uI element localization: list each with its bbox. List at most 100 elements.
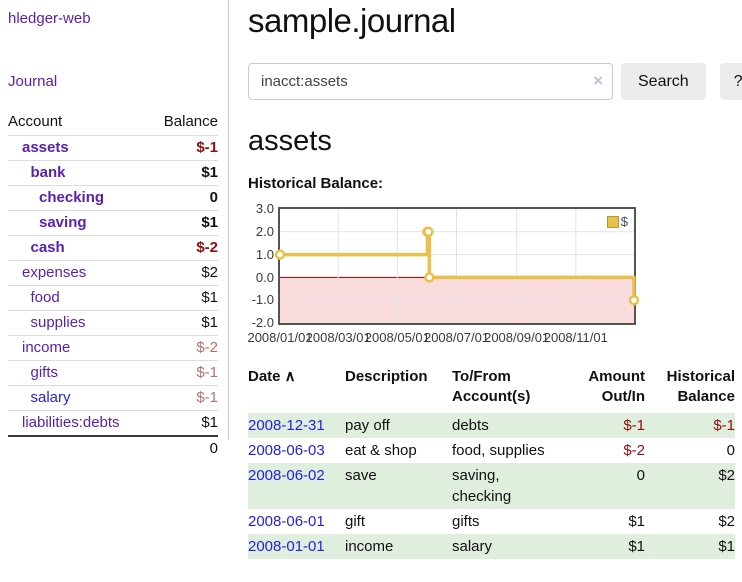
account-link[interactable]: cash xyxy=(30,239,65,256)
account-balance: $1 xyxy=(149,160,218,186)
transaction-date-link[interactable]: 2008-06-03 xyxy=(248,442,325,460)
transaction-date-link[interactable]: 2008-06-02 xyxy=(248,467,325,485)
account-link[interactable]: saving xyxy=(39,214,87,231)
register-row: 2008-12-31 pay off debts $-1 $-1 xyxy=(248,413,735,439)
account-balance: $-1 xyxy=(149,385,218,411)
transaction-balance: $2 xyxy=(645,463,735,510)
page-title: sample.journal xyxy=(248,2,456,39)
account-row: income $-2 xyxy=(8,335,218,361)
sidebar: hledger-web Journal Account Balance asse… xyxy=(0,0,229,461)
account-heading: assets xyxy=(248,125,332,158)
account-row: assets $-1 xyxy=(8,135,218,161)
account-link[interactable]: assets xyxy=(22,139,69,156)
account-row: gifts $-1 xyxy=(8,360,218,386)
account-balance: $-1 xyxy=(149,135,218,161)
account-row: cash $-2 xyxy=(8,235,218,261)
transaction-balance: $2 xyxy=(718,513,735,531)
transaction-date-link[interactable]: 2008-06-01 xyxy=(248,513,325,531)
account-row: food $1 xyxy=(8,285,218,311)
register-header-amount-outin: Amount Out/In xyxy=(588,368,645,406)
account-row: bank $1 xyxy=(8,160,218,186)
transaction-accounts: gifts xyxy=(452,513,480,531)
account-balance: $1 xyxy=(149,410,218,436)
account-row: checking 0 xyxy=(8,185,218,211)
account-link[interactable]: salary xyxy=(30,389,71,406)
chart-plot-area: $ xyxy=(274,207,640,326)
historical-balance-chart: $ 3.0 2.0 1.0 0.0 -1.0 -2.0 2008/01/01 2008/03/… xyxy=(247,201,742,346)
transaction-description: income xyxy=(345,534,452,560)
register-row: 2008-06-03 eat & shop food, supplies $-2 0 xyxy=(248,438,735,463)
account-link[interactable]: liabilities:debts xyxy=(22,414,120,431)
transaction-accounts: salary xyxy=(452,534,570,560)
account-balance: $2 xyxy=(149,260,218,286)
account-row: liabilities:debts $1 xyxy=(8,410,218,436)
y-axis-tick-label: 0.0 xyxy=(255,269,274,285)
account-link[interactable]: expenses xyxy=(22,264,87,281)
main-content: sample.journal × Search ? assets Histori… xyxy=(229,0,742,560)
x-axis-tick-label: 2008/07/01 xyxy=(423,330,490,346)
transaction-accounts: food, supplies xyxy=(452,442,545,460)
transaction-accounts: saving, checking xyxy=(452,463,570,510)
account-balance: $1 xyxy=(149,310,218,336)
transaction-balance: 0 xyxy=(726,442,735,460)
accounts-table: Account Balance assets $-1 bank $1 checking 0… xyxy=(8,110,218,461)
y-axis-tick-label: -2.0 xyxy=(251,315,274,331)
transaction-date-link[interactable]: 2008-12-31 xyxy=(248,417,325,435)
search-input[interactable] xyxy=(248,63,613,101)
x-axis-tick-label: 2008/05/01 xyxy=(364,330,430,346)
brand-link[interactable]: hledger-web xyxy=(8,10,91,27)
transaction-description: gift xyxy=(345,513,366,531)
transaction-date-link[interactable]: 2008-01-01 xyxy=(248,538,325,556)
transaction-amount: 0 xyxy=(570,463,645,510)
transaction-description: eat & shop xyxy=(345,442,417,460)
clear-search-icon[interactable]: × xyxy=(593,70,603,90)
account-link[interactable]: bank xyxy=(30,164,66,181)
transaction-amount: $1 xyxy=(628,513,645,531)
account-link[interactable]: gifts xyxy=(30,364,59,381)
account-balance: $1 xyxy=(149,285,218,311)
legend-label: $ xyxy=(620,214,628,230)
x-axis-tick-label: 2008/11/01 xyxy=(543,330,608,346)
account-row: salary $-1 xyxy=(8,385,218,411)
sidebar-item-journal[interactable]: Journal xyxy=(8,73,58,90)
sort-caret-up-icon: ∧ xyxy=(280,368,296,386)
search-button[interactable]: Search xyxy=(621,63,706,101)
register-header-historical-balance: Historical Balance xyxy=(666,368,735,406)
accounts-total-value: 0 xyxy=(149,435,218,461)
account-row: saving $1 xyxy=(8,210,218,236)
register-row: 2008-06-01 gift gifts $1 $2 xyxy=(248,509,735,534)
y-axis-tick-label: 3.0 xyxy=(255,201,274,217)
accounts-total-row: 0 xyxy=(8,435,218,461)
transaction-amount: $-2 xyxy=(623,442,645,460)
account-row: expenses $2 xyxy=(8,260,218,286)
legend-swatch-icon xyxy=(606,215,619,228)
account-link[interactable]: checking xyxy=(39,189,105,206)
register-table: Date ∧ Description To/From Account(s) Amount… xyxy=(248,367,735,560)
app-layout: hledger-web Journal Account Balance asse… xyxy=(0,0,742,560)
accounts-header-balance: Balance xyxy=(163,113,218,130)
chart-legend: $ xyxy=(605,214,629,230)
register-row: 2008-01-01 income salary $1 $1 xyxy=(248,534,735,560)
register-header-date[interactable]: Date ∧ xyxy=(248,368,296,386)
account-link[interactable]: income xyxy=(22,339,71,356)
account-balance: 0 xyxy=(149,185,218,211)
y-axis-tick-label: 1.0 xyxy=(255,246,274,262)
search-box: × xyxy=(248,63,613,101)
y-axis-tick-label: -1.0 xyxy=(251,292,274,308)
account-link[interactable]: supplies xyxy=(30,314,86,331)
transaction-amount: $-1 xyxy=(570,413,645,439)
account-link[interactable]: food xyxy=(30,289,60,306)
register-row: 2008-06-02 save saving, checking 0 $2 xyxy=(248,463,735,510)
transaction-balance: $1 xyxy=(645,534,735,560)
help-button[interactable]: ? xyxy=(719,63,742,101)
account-balance: $-1 xyxy=(149,360,218,386)
register-header-tofrom-accounts: To/From Account(s) xyxy=(452,368,531,406)
search-form: × Search ? xyxy=(248,63,742,101)
account-row: supplies $1 xyxy=(8,310,218,336)
transaction-description: save xyxy=(345,463,452,510)
x-axis-tick-label: 2008/01/01 xyxy=(247,330,313,346)
transaction-balance: $-1 xyxy=(645,413,735,439)
transaction-accounts: debts xyxy=(452,413,570,439)
accounts-header-account: Account xyxy=(8,113,63,130)
register-header-description: Description xyxy=(345,368,428,386)
